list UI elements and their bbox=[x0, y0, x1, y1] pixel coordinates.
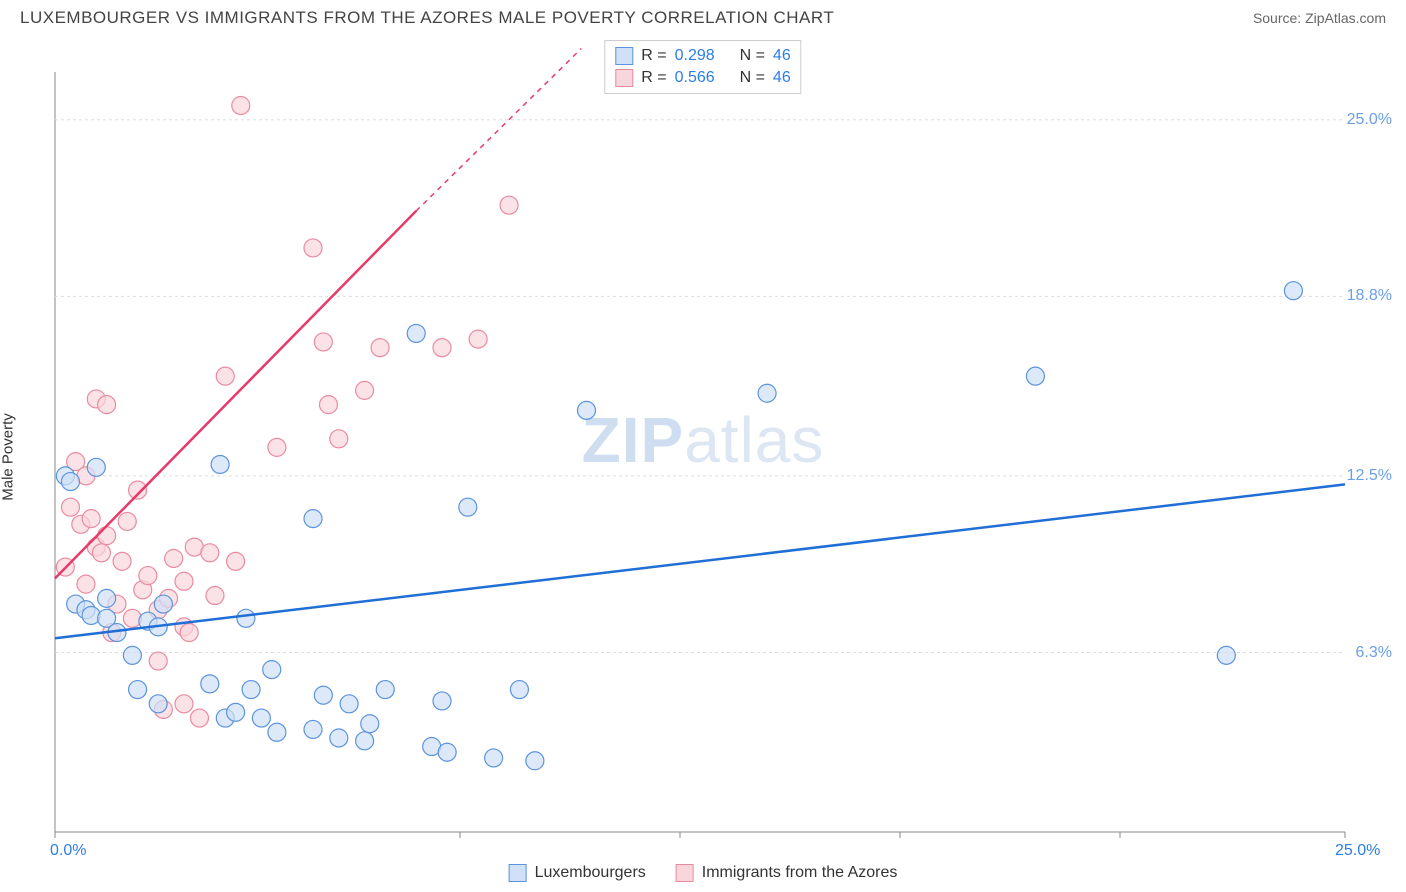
chart-area: Male Poverty ZIPatlas R = 0.298 N = 46 R… bbox=[0, 32, 1406, 882]
r-label: R = bbox=[641, 69, 666, 87]
legend-row-series2: R = 0.566 N = 46 bbox=[615, 67, 790, 89]
correlation-legend: R = 0.298 N = 46 R = 0.566 N = 46 bbox=[604, 40, 801, 94]
r-value-series2: 0.566 bbox=[675, 69, 715, 87]
swatch-series2 bbox=[615, 69, 633, 87]
scatter-plot-svg bbox=[0, 32, 1406, 882]
r-value-series1: 0.298 bbox=[675, 47, 715, 65]
r-label: R = bbox=[641, 47, 666, 65]
legend-row-series1: R = 0.298 N = 46 bbox=[615, 45, 790, 67]
swatch-series1 bbox=[615, 47, 633, 65]
n-value-series2: 46 bbox=[773, 69, 791, 87]
source-attribution: Source: ZipAtlas.com bbox=[1253, 10, 1386, 26]
n-value-series1: 46 bbox=[773, 47, 791, 65]
chart-header: LUXEMBOURGER VS IMMIGRANTS FROM THE AZOR… bbox=[0, 0, 1406, 32]
chart-title: LUXEMBOURGER VS IMMIGRANTS FROM THE AZOR… bbox=[20, 8, 834, 28]
n-label: N = bbox=[740, 69, 765, 87]
n-label: N = bbox=[740, 47, 765, 65]
